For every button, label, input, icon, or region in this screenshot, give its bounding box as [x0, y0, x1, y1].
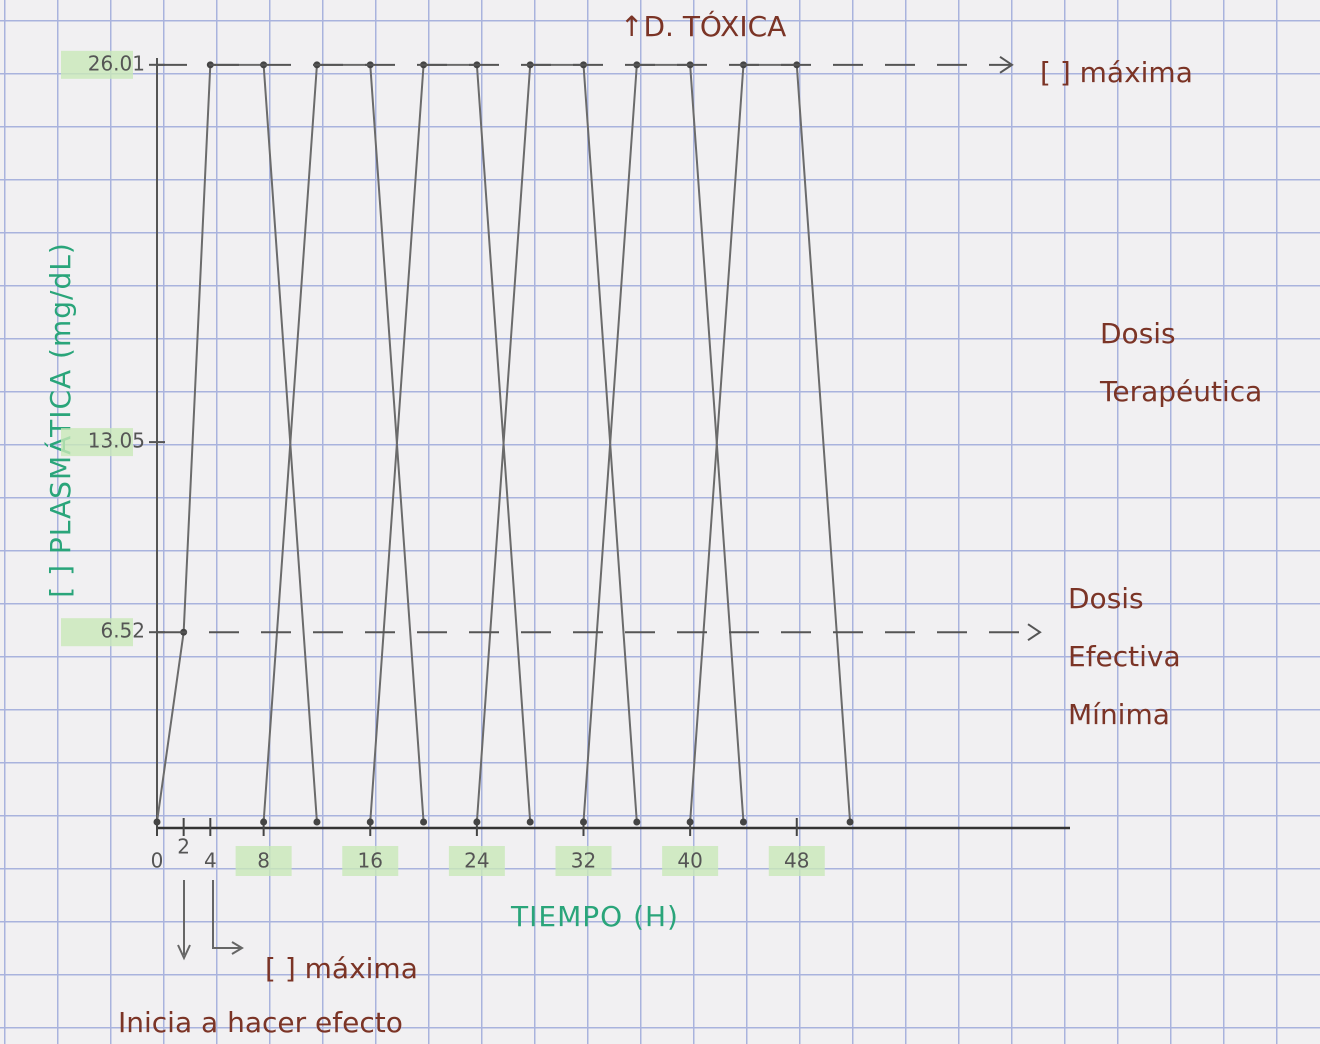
- annotation: [ ] máxima: [265, 952, 418, 985]
- series-line: [370, 65, 530, 822]
- vertex-dot: [687, 819, 694, 826]
- annotation: Efectiva: [1068, 640, 1181, 673]
- vertex-dot: [313, 819, 320, 826]
- vertex-dot: [420, 819, 427, 826]
- annotation: Dosis: [1068, 582, 1144, 615]
- vertex-dot: [847, 819, 854, 826]
- vertex-dot: [367, 819, 374, 826]
- series-line: [264, 65, 424, 822]
- reference-arrow: [1028, 624, 1040, 640]
- page: [ ] PLASMÁTICA (mg/dL) TIEMPO (H) 6.52 13…: [0, 0, 1320, 1044]
- y-tick-label: 13.05: [88, 429, 145, 453]
- vertex-dot: [527, 819, 534, 826]
- vertex-dot: [154, 819, 161, 826]
- x-tick-label: 24: [464, 849, 489, 873]
- x-tick-label: 32: [571, 849, 596, 873]
- vertex-dot: [260, 819, 267, 826]
- series-line: [584, 65, 744, 822]
- x-tick-label: 2: [177, 835, 190, 859]
- series-line: [477, 65, 637, 822]
- vertex-dot: [740, 819, 747, 826]
- annotation: [ ] máxima: [1040, 56, 1193, 89]
- vertex-dot: [580, 819, 587, 826]
- annotation: ↑D. TÓXICA: [620, 9, 786, 43]
- annotation: Mínima: [1068, 698, 1170, 731]
- x-tick-label: 8: [257, 849, 270, 873]
- x-axis-label: TIEMPO (H): [510, 900, 679, 933]
- x-tick-label: 48: [784, 849, 809, 873]
- vertex-dot: [473, 819, 480, 826]
- vertex-dot: [633, 819, 640, 826]
- y-tick-label: 6.52: [100, 619, 145, 643]
- y-tick-label: 26.01: [88, 51, 145, 75]
- bracket-arrows: [178, 880, 242, 958]
- series-line: [157, 65, 317, 822]
- annotation: Terapéutica: [1099, 375, 1262, 408]
- x-tick-label: 4: [204, 849, 217, 873]
- annotation: Inicia a hacer efecto: [118, 1006, 403, 1039]
- series-line: [690, 65, 850, 822]
- annotation: Dosis: [1100, 317, 1176, 350]
- chart: [ ] PLASMÁTICA (mg/dL) TIEMPO (H) 6.52 13…: [0, 0, 1320, 1044]
- y-axis-label: [ ] PLASMÁTICA (mg/dL): [43, 242, 77, 598]
- x-tick-label: 40: [677, 849, 702, 873]
- x-tick-label: 16: [358, 849, 383, 873]
- x-tick-label: 0: [151, 849, 164, 873]
